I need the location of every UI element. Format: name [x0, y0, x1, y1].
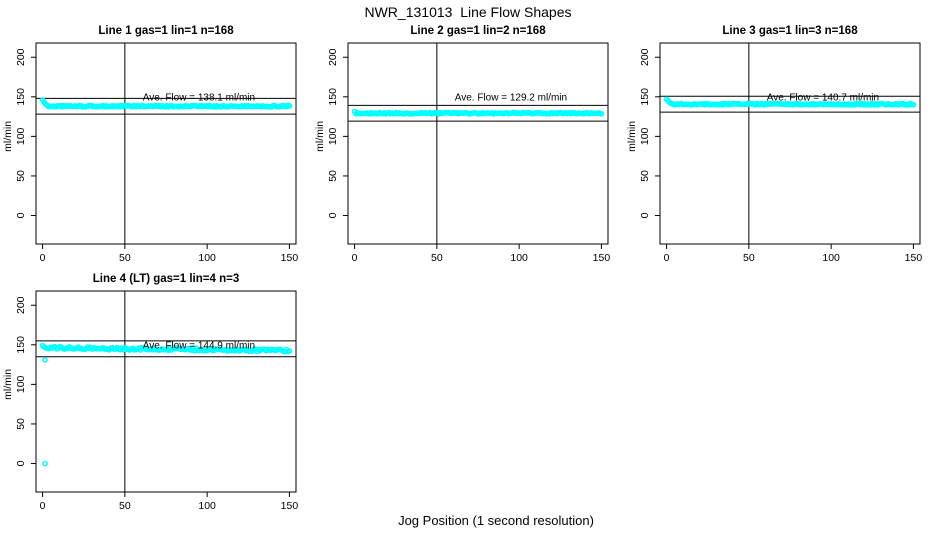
x-tick-label: 0 [352, 252, 358, 264]
x-axis-figure-label: Jog Position (1 second resolution) [398, 513, 594, 528]
y-tick-label: 150 [15, 336, 27, 354]
y-tick-label: 100 [15, 127, 27, 145]
panel-4: 0 50 100 150 0 50 100 150 200 ml/min Line 4 (LT) g… [2, 273, 299, 512]
x-tick-label: 50 [119, 500, 131, 512]
data-point [910, 101, 917, 108]
y-tick-label: 200 [15, 296, 27, 314]
y-tick-label: 100 [15, 375, 27, 393]
data-point [42, 356, 48, 363]
y-axis-title: ml/min [2, 369, 14, 400]
y-tick-label: 0 [15, 212, 27, 218]
plot-box [659, 42, 921, 245]
main-title: NWR_131013 Line Flow Shapes [364, 4, 572, 20]
y-axis-title: ml/min [626, 121, 638, 152]
x-tick-label: 0 [40, 252, 46, 264]
panel-2: 0 50 100 150 0 50 100 150 200 ml/min Line 2 gas=1 … [314, 25, 611, 264]
y-axis-title: ml/min [314, 121, 326, 152]
plot-box [35, 42, 297, 245]
y-tick-label: 50 [639, 170, 651, 182]
plot-box [35, 290, 297, 493]
x-tick-label: 150 [593, 252, 611, 264]
panel-title: Line 3 gas=1 lin=3 n=168 [722, 25, 858, 37]
y-tick-label: 0 [639, 212, 651, 218]
y-tick-label: 50 [15, 418, 27, 430]
y-tick-label: 150 [15, 88, 27, 106]
x-tick-label: 100 [198, 252, 216, 264]
x-tick-label: 50 [743, 252, 755, 264]
y-tick-label: 0 [15, 460, 27, 466]
y-tick-label: 50 [327, 170, 339, 182]
y-tick-label: 150 [639, 88, 651, 106]
data-point [598, 111, 605, 117]
ave-flow-annotation: Ave. Flow = 140.7 ml/min [767, 92, 879, 103]
ave-flow-annotation: Ave. Flow = 144.9 ml/min [143, 340, 255, 351]
x-tick-label: 100 [510, 252, 528, 264]
x-tick-label: 100 [822, 252, 840, 264]
x-tick-label: 0 [40, 500, 46, 512]
x-tick-label: 50 [431, 252, 443, 264]
x-tick-label: 150 [905, 252, 923, 264]
y-tick-label: 200 [15, 48, 27, 66]
panel-3: 0 50 100 150 0 50 100 150 200 ml/min Line 3 gas=1 … [626, 25, 923, 264]
y-tick-label: 200 [327, 48, 339, 66]
data-point [286, 103, 293, 109]
panel-title: Line 1 gas=1 lin=1 n=168 [98, 25, 234, 37]
data-point [286, 348, 293, 354]
x-tick-label: 150 [281, 500, 299, 512]
x-tick-label: 150 [281, 252, 299, 264]
y-axis-title: ml/min [2, 121, 14, 152]
y-tick-label: 0 [327, 212, 339, 218]
ave-flow-annotation: Ave. Flow = 129.2 ml/min [455, 92, 567, 103]
y-tick-label: 50 [15, 170, 27, 182]
x-tick-label: 50 [119, 252, 131, 264]
x-tick-label: 0 [664, 252, 670, 264]
y-tick-label: 200 [639, 48, 651, 66]
y-tick-label: 100 [327, 127, 339, 145]
data-point [42, 460, 48, 467]
panel-title: Line 2 gas=1 lin=2 n=168 [410, 25, 546, 37]
plot-box [347, 42, 609, 245]
y-tick-label: 100 [639, 127, 651, 145]
panel-1: 0 50 100 150 0 50 100 150 200 ml/min Line 1 gas=1 … [2, 25, 299, 264]
x-tick-label: 100 [198, 500, 216, 512]
panel-title: Line 4 (LT) gas=1 lin=4 n=3 [93, 273, 239, 285]
y-tick-label: 150 [327, 88, 339, 106]
ave-flow-annotation: Ave. Flow = 138.1 ml/min [143, 92, 255, 103]
